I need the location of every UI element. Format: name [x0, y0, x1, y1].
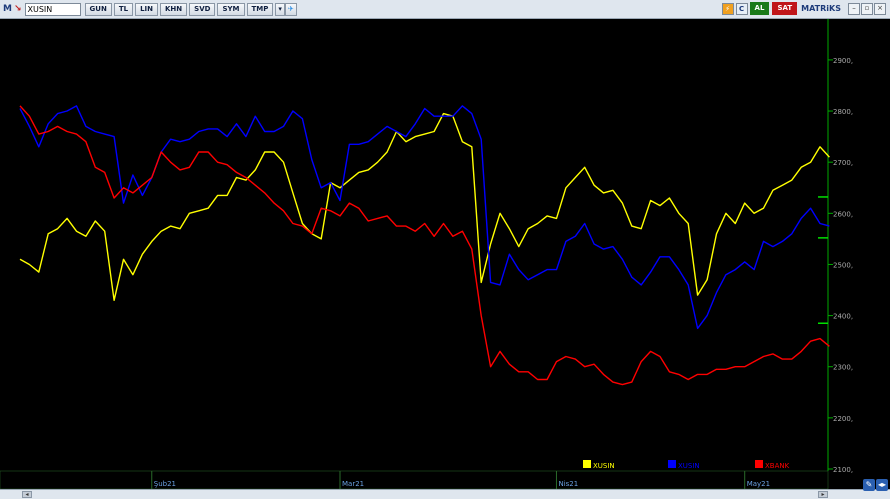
minimize-icon[interactable]: –: [848, 2, 860, 15]
legend-label: XUSIN: [593, 462, 615, 470]
chart-toolbar: M ↘ XUSIN GUN TL LIN KHN SVD SYM TMP ▾ ✈…: [0, 0, 890, 19]
y-tick-label: 2700,: [833, 159, 853, 167]
currency-button[interactable]: TL: [113, 2, 134, 16]
chart-background: [0, 19, 890, 489]
svd-button[interactable]: SVD: [189, 2, 216, 16]
symbol-input[interactable]: XUSIN: [24, 2, 81, 16]
x-tick-label: May21: [747, 480, 770, 488]
scroll-left-icon[interactable]: ◂: [22, 491, 32, 498]
series-line-0: [19, 112, 830, 301]
zoom-icon[interactable]: ✎: [863, 479, 875, 491]
date-strip: [0, 470, 829, 489]
legend-label: XBANK: [765, 462, 790, 470]
y-tick-label: 2900,: [833, 57, 853, 65]
refresh-icon[interactable]: ⚡: [721, 2, 734, 15]
scroll-right-icon[interactable]: ▸: [818, 491, 828, 498]
x-tick-label: Şub21: [154, 480, 176, 488]
y-tick-label: 2100,: [833, 466, 853, 474]
legend-layer: XUSIN XUSIN XBANK: [583, 460, 790, 470]
x-tick-label: Mar21: [342, 480, 364, 488]
legend-swatch: [668, 460, 676, 468]
axis-layer: 2900, 2800, 2700, 2600, 2500, 2400, 2300, 2200,…: [0, 19, 853, 489]
toolbar-right: ⚡ C AL SAT MATRiKS – ▫ ×: [721, 2, 886, 15]
y-tick-label: 2200,: [833, 415, 853, 423]
legend-swatch: [583, 460, 591, 468]
y-tick-label: 2600,: [833, 210, 853, 218]
y-tick-label: 2300,: [833, 364, 853, 372]
price-chart[interactable]: 2900, 2800, 2700, 2600, 2500, 2400, 2300, 2200,…: [0, 19, 890, 489]
y-tick-label: 2400,: [833, 313, 853, 321]
share-icon[interactable]: ✈: [284, 2, 297, 16]
chart-type-icon[interactable]: ↘: [13, 4, 22, 14]
khn-button[interactable]: KHN: [160, 2, 188, 16]
series-layer: [19, 105, 830, 386]
brand-label: MATRiKS: [801, 4, 841, 13]
c-icon[interactable]: C: [735, 2, 748, 15]
tmp-button[interactable]: TMP: [246, 2, 274, 16]
period-button[interactable]: GUN: [84, 2, 112, 16]
nav-icons: ✎ ◂▸: [862, 479, 888, 491]
pan-icon[interactable]: ◂▸: [876, 479, 888, 491]
logo-label: M: [3, 4, 12, 14]
app-logo: M ↘: [0, 4, 25, 14]
sym-button[interactable]: SYM: [217, 2, 245, 16]
dropdown-icon[interactable]: ▾: [275, 2, 285, 16]
legend-swatch: [755, 460, 763, 468]
series-line-2: [19, 105, 830, 386]
lin-button[interactable]: LIN: [135, 2, 158, 16]
y-tick-label: 2500,: [833, 261, 853, 269]
legend-label: XUSIN: [678, 462, 700, 470]
sell-button[interactable]: SAT: [772, 2, 798, 15]
y-tick-label: 2800,: [833, 108, 853, 116]
x-tick-label: Nis21: [558, 480, 578, 488]
restore-icon[interactable]: ▫: [861, 2, 873, 15]
close-icon[interactable]: ×: [874, 2, 886, 15]
buy-button[interactable]: AL: [749, 2, 770, 15]
horizontal-scrollbar[interactable]: ◂ ▸: [0, 489, 890, 499]
